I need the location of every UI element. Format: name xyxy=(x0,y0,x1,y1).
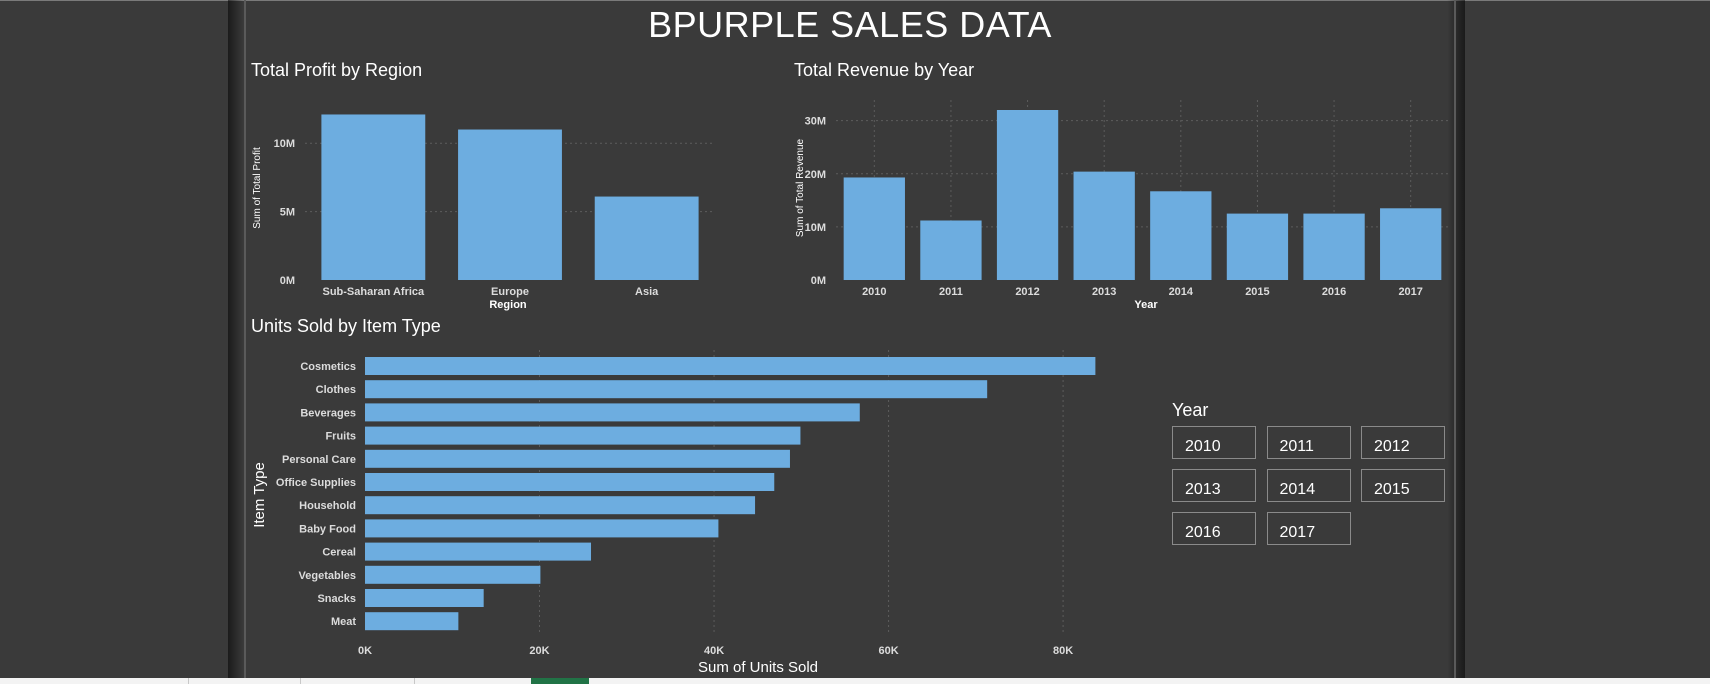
units-x-tick-label: 20K xyxy=(529,645,549,657)
revenue-bar[interactable] xyxy=(1073,171,1135,280)
revenue-x-tick-label: 2013 xyxy=(1092,286,1116,298)
profit-x-axis-label: Region xyxy=(489,299,527,311)
profit-bar[interactable] xyxy=(594,196,699,280)
profit-chart-title: Total Profit by Region xyxy=(251,60,423,80)
revenue-bar[interactable] xyxy=(920,220,982,281)
sheet-tab[interactable] xyxy=(414,678,532,684)
units-y-tick-label: Personal Care xyxy=(282,454,356,466)
profit-y-tick-label: 10M xyxy=(274,138,295,150)
year-slicer-option-2010[interactable]: 2010 xyxy=(1172,426,1256,459)
revenue-y-axis-label: Sum of Total Revenue xyxy=(795,138,806,237)
year-slicer-option-2011[interactable]: 2011 xyxy=(1266,426,1351,459)
active-sheet-tab[interactable] xyxy=(531,678,589,684)
units-bar[interactable] xyxy=(365,449,790,468)
year-slicer-option-2012[interactable]: 2012 xyxy=(1361,426,1445,459)
units-y-axis-label: Item Type xyxy=(251,462,268,528)
units-bar[interactable] xyxy=(365,426,801,445)
year-slicer-option-2013[interactable]: 2013 xyxy=(1172,469,1256,502)
units-bar[interactable] xyxy=(365,565,541,584)
units-x-tick-label: 40K xyxy=(704,645,724,657)
revenue-y-tick-label: 20M xyxy=(805,169,826,181)
units-y-tick-label: Office Supplies xyxy=(276,477,356,489)
units-y-tick-label: Beverages xyxy=(300,407,356,419)
units-y-tick-label: Baby Food xyxy=(299,523,356,535)
revenue-x-tick-label: 2012 xyxy=(1015,286,1039,298)
revenue-bar[interactable] xyxy=(843,177,905,280)
units-bar[interactable] xyxy=(365,519,719,538)
sheet-tab[interactable] xyxy=(300,678,415,684)
dashboard-title: BPURPLE SALES DATA xyxy=(648,4,1052,45)
units-chart-title: Units Sold by Item Type xyxy=(251,316,441,336)
units-y-tick-label: Snacks xyxy=(317,593,356,605)
profit-bar[interactable] xyxy=(321,114,426,280)
year-slicer-title: Year xyxy=(1172,400,1209,420)
units-y-tick-label: Cosmetics xyxy=(300,361,356,373)
units-bar[interactable] xyxy=(365,612,459,631)
year-slicer-option-2016[interactable]: 2016 xyxy=(1172,512,1256,545)
revenue-x-tick-label: 2016 xyxy=(1322,286,1346,298)
units-y-tick-label: Meat xyxy=(331,616,356,628)
units-bar[interactable] xyxy=(365,496,756,515)
revenue-bar[interactable] xyxy=(996,110,1059,280)
revenue-bar[interactable] xyxy=(1150,191,1212,280)
revenue-y-tick-label: 10M xyxy=(805,222,826,234)
profit-y-tick-label: 0M xyxy=(280,275,295,287)
units-bar[interactable] xyxy=(365,589,484,607)
units-x-tick-label: 60K xyxy=(878,645,898,657)
year-slicer-option-2017[interactable]: 2017 xyxy=(1266,512,1351,545)
revenue-x-tick-label: 2017 xyxy=(1398,286,1422,298)
revenue-x-tick-label: 2011 xyxy=(939,286,963,298)
revenue-y-tick-label: 0M xyxy=(811,275,826,287)
revenue-x-tick-label: 2014 xyxy=(1169,286,1194,298)
canvas-shadow-right xyxy=(1447,0,1465,684)
year-slicer-option-2014[interactable]: 2014 xyxy=(1266,469,1351,502)
units-y-tick-label: Clothes xyxy=(316,384,356,396)
revenue-y-tick-label: 30M xyxy=(805,116,826,128)
units-bar[interactable] xyxy=(365,357,1096,375)
profit-y-tick-label: 5M xyxy=(280,207,295,219)
units-bar[interactable] xyxy=(365,403,860,422)
revenue-x-tick-label: 2015 xyxy=(1245,286,1269,298)
sheet-tab[interactable] xyxy=(188,678,301,684)
window-top-border xyxy=(0,0,1710,1)
revenue-x-axis-label: Year xyxy=(1134,299,1158,311)
units-y-tick-label: Household xyxy=(299,500,356,512)
profit-x-tick-label: Sub-Saharan Africa xyxy=(322,286,425,298)
units-bar[interactable] xyxy=(365,380,988,399)
sheet-tab-bar xyxy=(0,678,1710,684)
profit-y-axis-label: Sum of Total Profit xyxy=(252,147,263,229)
profit-x-tick-label: Asia xyxy=(635,286,659,298)
revenue-bar[interactable] xyxy=(1303,213,1365,280)
units-bar[interactable] xyxy=(365,473,775,491)
canvas-edge-left xyxy=(244,0,246,684)
profit-bar[interactable] xyxy=(458,129,562,280)
revenue-bar[interactable] xyxy=(1226,213,1289,280)
canvas-edge-right xyxy=(1454,0,1456,684)
units-y-tick-label: Vegetables xyxy=(299,570,356,582)
year-slicer-option-2015[interactable]: 2015 xyxy=(1361,469,1445,502)
revenue-x-tick-label: 2010 xyxy=(862,286,886,298)
units-bar[interactable] xyxy=(365,542,592,561)
units-y-tick-label: Cereal xyxy=(322,547,356,559)
units-y-tick-label: Fruits xyxy=(325,431,356,443)
units-x-tick-label: 0K xyxy=(358,645,372,657)
canvas-shadow-left xyxy=(228,0,244,684)
profit-x-tick-label: Europe xyxy=(491,286,529,298)
revenue-chart-title: Total Revenue by Year xyxy=(794,60,975,80)
units-x-tick-label: 80K xyxy=(1053,645,1073,657)
revenue-bar[interactable] xyxy=(1380,208,1442,280)
units-x-axis-label: Sum of Units Sold xyxy=(698,659,818,676)
